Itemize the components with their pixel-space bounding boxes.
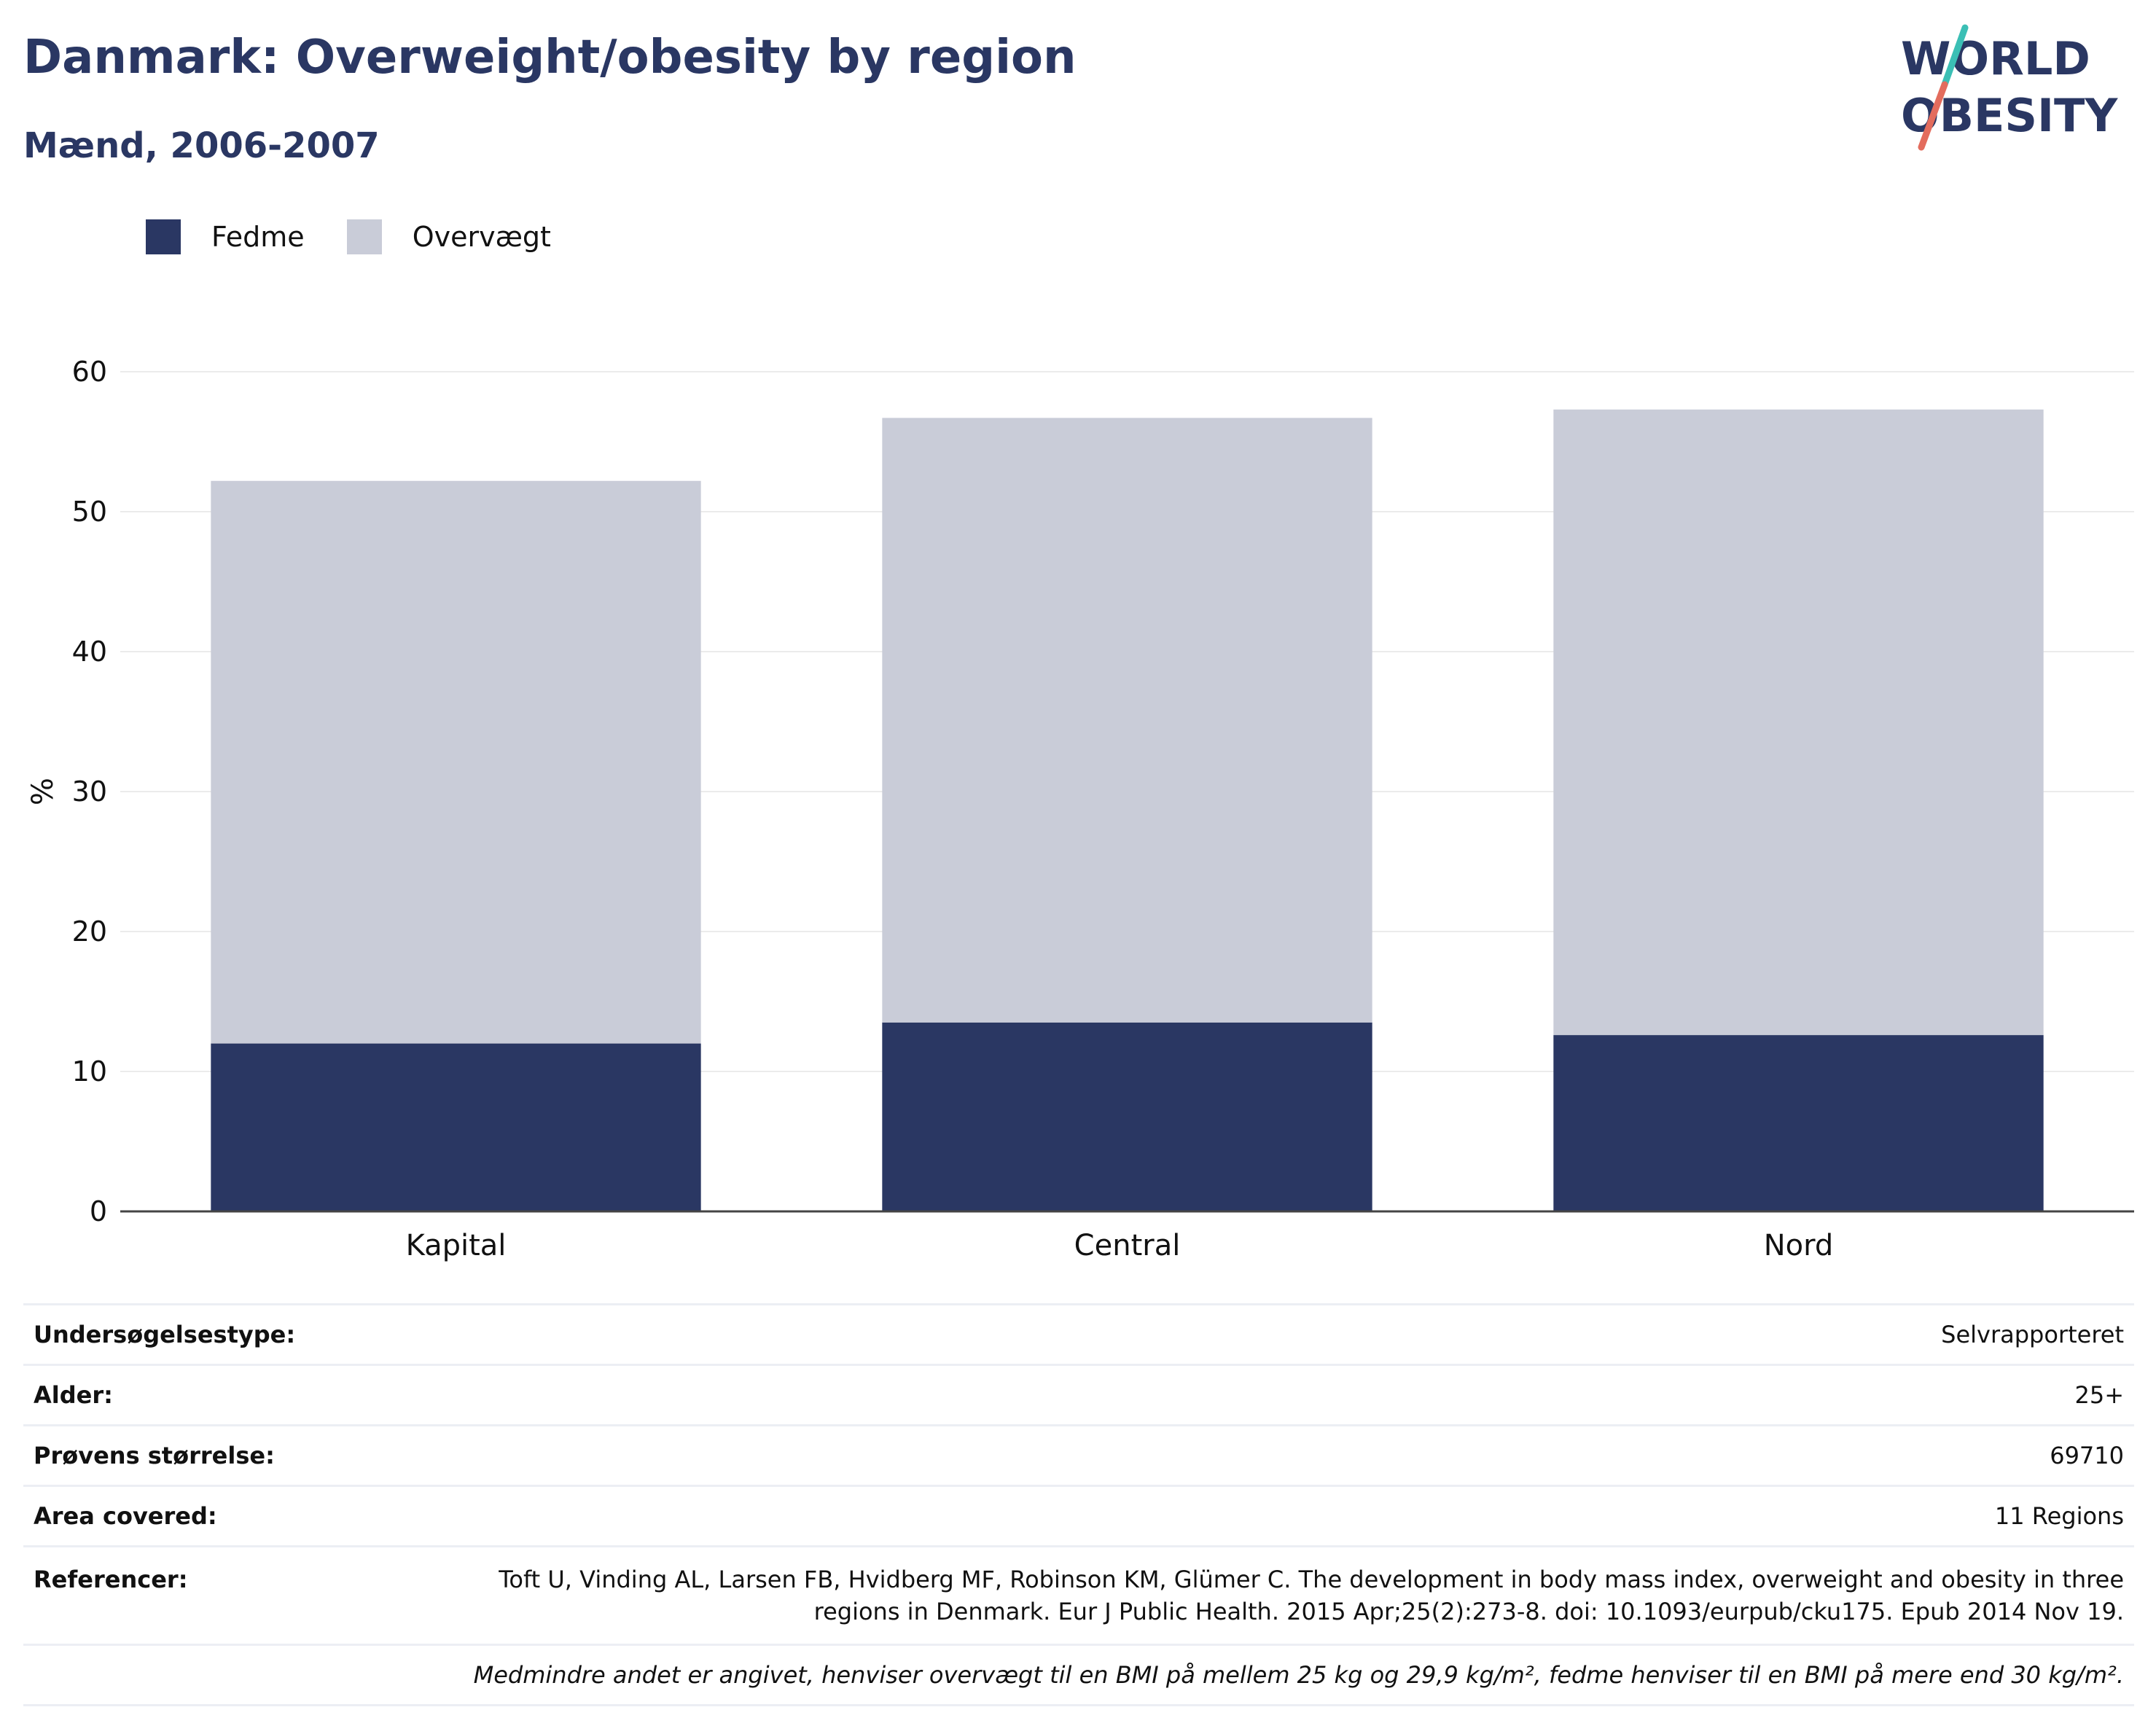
bar-overvaegt-central [882, 418, 1372, 1023]
info-label: Area covered: [34, 1502, 217, 1530]
y-tick-label: 40 [72, 636, 107, 668]
y-tick-label: 60 [72, 356, 107, 388]
chart-legend: Fedme Overvægt [146, 219, 593, 255]
info-label: Alder: [34, 1381, 113, 1409]
info-row-references: Referencer: Toft U, Vinding AL, Larsen F… [23, 1545, 2134, 1644]
legend-label-overvaegt: Overvægt [412, 221, 551, 253]
info-value: 25+ [2074, 1381, 2124, 1409]
legend-label-fedme: Fedme [211, 221, 305, 253]
world-obesity-logo: WORLD OBESITY [1901, 24, 2118, 151]
x-tick-label: Kapital [406, 1229, 507, 1262]
stacked-bar-chart: 0 10 20 30 40 50 60% Kapital Central Nord [26, 356, 2134, 1262]
info-label: Prøvens størrelse: [34, 1442, 275, 1469]
x-tick-label: Nord [1764, 1229, 1834, 1262]
y-tick-label: 20 [72, 915, 107, 948]
y-axis-label: % [26, 778, 60, 805]
info-label: Undersøgelsestype: [34, 1321, 296, 1348]
info-label: Referencer: [34, 1566, 188, 1593]
y-tick-label: 50 [72, 496, 107, 528]
bar-fedme-central [882, 1022, 1372, 1211]
info-row-survey-type: Undersøgelsestype: Selvrapporteret [23, 1303, 2134, 1364]
svg-text:WORLD: WORLD [1901, 32, 2090, 85]
bar-fedme-kapital [211, 1043, 701, 1211]
info-row-area-covered: Area covered: 11 Regions [23, 1485, 2134, 1545]
legend-swatch-fedme [146, 219, 181, 254]
x-tick-label: Central [1074, 1229, 1181, 1262]
bar-overvaegt-kapital [211, 480, 701, 1044]
info-value: 69710 [2050, 1442, 2124, 1469]
survey-info-table: Undersøgelsestype: Selvrapporteret Alder… [23, 1303, 2134, 1706]
info-value: Selvrapporteret [1941, 1321, 2124, 1348]
info-row-sample-size: Prøvens størrelse: 69710 [23, 1424, 2134, 1485]
y-tick-label: 30 [72, 776, 107, 808]
legend-swatch-overvaegt [346, 219, 382, 254]
info-row-age: Alder: 25+ [23, 1364, 2134, 1424]
bar-overvaegt-nord [1553, 409, 2044, 1036]
definition-note: Medmindre andet er angivet, henviser ove… [23, 1644, 2134, 1706]
y-tick-label: 0 [90, 1195, 107, 1227]
legend-item-fedme[interactable]: Fedme [146, 219, 305, 254]
bar-fedme-nord [1553, 1035, 2044, 1211]
page-subtitle: Mænd, 2006-2007 [23, 125, 380, 166]
page-title: Danmark: Overweight/obesity by region [23, 31, 1077, 85]
reference-text: Toft U, Vinding AL, Larsen FB, Hvidberg … [499, 1566, 2124, 1625]
legend-item-overvaegt[interactable]: Overvægt [346, 219, 551, 254]
info-value: 11 Regions [1994, 1502, 2124, 1530]
y-tick-label: 10 [72, 1055, 107, 1087]
